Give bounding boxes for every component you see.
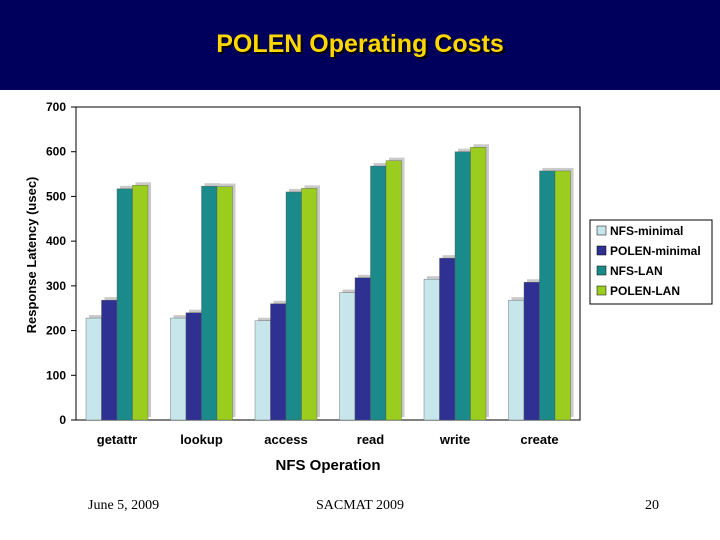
bar-polen-minimal-access xyxy=(270,303,287,421)
bar-polen-minimal-read xyxy=(354,277,371,421)
x-tick-label: create xyxy=(520,432,558,447)
bar-nfs-minimal-access xyxy=(254,320,271,421)
bar-polen-lan-create xyxy=(554,170,571,421)
y-tick-label: 0 xyxy=(59,413,66,427)
legend-swatch xyxy=(596,285,607,296)
bar-nfs-lan-create xyxy=(539,170,556,421)
legend-swatch xyxy=(596,225,607,236)
x-tick-label: access xyxy=(264,432,307,447)
bar-polen-minimal-write xyxy=(439,257,456,421)
title-bar xyxy=(0,0,720,90)
bar-polen-lan-access xyxy=(301,188,318,421)
y-tick-label: 500 xyxy=(46,189,66,203)
bar-polen-minimal-lookup xyxy=(185,312,202,421)
bar-polen-lan-lookup xyxy=(216,186,233,421)
bar-nfs-lan-write xyxy=(454,151,471,421)
bar-nfs-minimal-read xyxy=(339,292,356,421)
bar-nfs-minimal-create xyxy=(508,299,525,421)
bar-nfs-lan-read xyxy=(370,165,387,421)
bar-nfs-lan-lookup xyxy=(201,185,218,421)
bar-nfs-minimal-write xyxy=(423,278,440,421)
x-tick-label: getattr xyxy=(97,432,137,447)
footer-page-number: 20 xyxy=(645,498,659,513)
bar-nfs-lan-getattr xyxy=(116,188,133,421)
bar-nfs-lan-access xyxy=(285,191,302,421)
x-axis-label: NFS Operation xyxy=(275,457,380,474)
bar-polen-lan-write xyxy=(470,147,487,421)
y-tick-label: 600 xyxy=(46,145,66,159)
y-tick-label: 700 xyxy=(46,100,66,114)
footer-conference: SACMAT 2009 xyxy=(315,498,405,513)
bar-polen-minimal-create xyxy=(523,282,540,421)
x-tick-label: write xyxy=(439,432,470,447)
bar-polen-lan-read xyxy=(385,160,402,421)
y-tick-label: 300 xyxy=(46,279,66,293)
legend-entry: POLEN-minimal xyxy=(610,244,701,258)
bar-nfs-minimal-lookup xyxy=(170,317,187,421)
legend-entry: NFS-LAN xyxy=(610,264,663,278)
plot-area-border xyxy=(75,106,581,421)
x-tick-label: read xyxy=(357,432,385,447)
bar-polen-minimal-getattr xyxy=(101,299,118,421)
bar-polen-lan-getattr xyxy=(132,185,149,421)
y-axis-label: Response Latency (usec) xyxy=(24,177,39,334)
legend-swatch xyxy=(596,245,607,256)
footer-date: June 5, 2009 xyxy=(88,498,160,513)
legend-entry: POLEN-LAN xyxy=(610,284,680,298)
legend-swatch xyxy=(596,265,607,276)
bar-chart: 0 100 200 300 400 500 600 700 getattr lookup acce… xyxy=(24,100,713,474)
legend-box xyxy=(589,219,713,305)
y-tick-label: 200 xyxy=(46,324,66,338)
legend-entry: NFS-minimal xyxy=(610,224,683,238)
y-tick-label: 100 xyxy=(46,368,66,382)
bar-nfs-minimal-getattr xyxy=(85,317,102,421)
slide-title: POLEN Operating Costs xyxy=(216,30,504,58)
x-tick-label: lookup xyxy=(180,432,223,447)
y-tick-label: 400 xyxy=(46,234,66,248)
